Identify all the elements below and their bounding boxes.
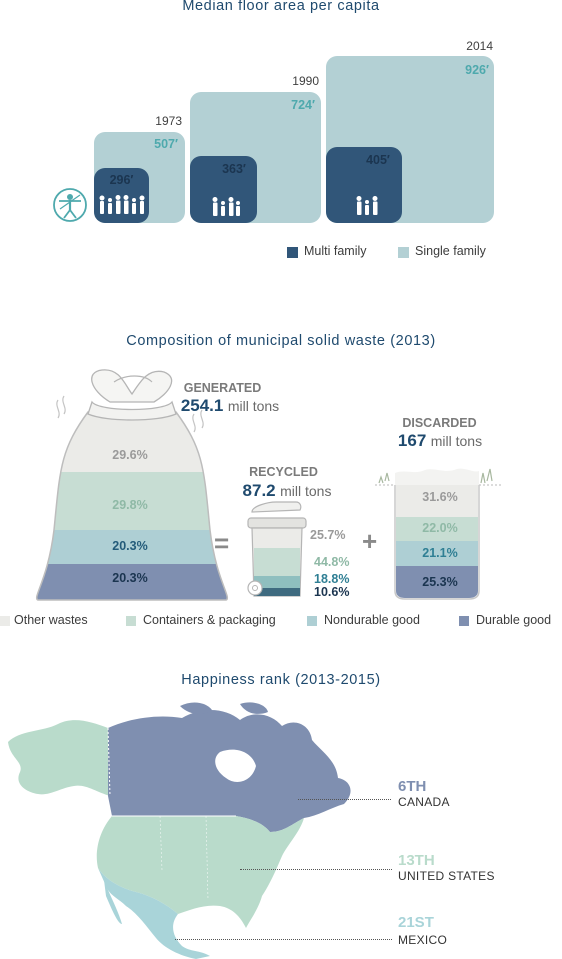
floor-area-title: Median floor area per capita — [182, 0, 380, 14]
equals-sign: = — [214, 528, 230, 558]
recycled-unit: mill tons — [280, 483, 332, 499]
waste-legend-label-durable: Durable good — [476, 613, 552, 627]
single-value-1973: 507′ — [154, 137, 178, 151]
generated-label: GENERATED — [183, 381, 262, 395]
multi-value-1990: 363′ — [222, 162, 246, 176]
rank-canada: 6TH — [398, 778, 427, 795]
plus-sign: + — [362, 526, 378, 556]
recycled-pct-nondurable: 18.8% — [314, 572, 350, 586]
family-icon-1990 — [212, 197, 240, 216]
discarded-total: 167 mill tons — [385, 431, 495, 451]
waste-title: Composition of municipal solid waste (20… — [126, 333, 436, 349]
waste-legend-swatch-other — [0, 616, 10, 626]
discarded-label: DISCARDED — [402, 416, 477, 430]
rank-mexico: 21ST — [398, 914, 434, 931]
year-label-1973: 1973 — [155, 114, 182, 128]
generated-pct-durable: 20.3% — [112, 571, 148, 585]
generated-value: 254.1 — [180, 396, 224, 415]
vitruvian-icon — [53, 188, 87, 222]
waste-legend-label-containers: Containers & packaging — [143, 613, 276, 627]
legend-swatch-single — [398, 247, 409, 258]
generated-pct-nondurable: 20.3% — [112, 539, 148, 553]
discarded-pct-durable: 25.3% — [422, 575, 458, 589]
mexico-region — [98, 868, 210, 959]
generated-unit: mill tons — [227, 398, 280, 414]
multi-value-2014: 405′ — [366, 153, 390, 167]
waste-legend-label-other: Other wastes — [14, 613, 88, 627]
year-label-1990: 1990 — [292, 74, 319, 88]
country-canada: CANADA — [398, 795, 450, 809]
waste-legend-swatch-nondurable — [307, 616, 317, 626]
recycled-pct-durable: 10.6% — [314, 585, 350, 599]
single-value-2014: 926′ — [465, 63, 489, 77]
recycling-bin-recycled — [247, 501, 307, 597]
recycled-total: 87.2 mill tons — [222, 481, 352, 501]
north-america-map — [8, 702, 351, 959]
generated-pct-other: 29.6% — [112, 448, 148, 462]
recycled-label: RECYCLED — [249, 465, 318, 479]
family-icon-2014 — [356, 196, 378, 215]
legend-label-multi: Multi family — [304, 244, 367, 258]
country-mexico: MEXICO — [398, 933, 448, 947]
landfill-pit-discarded — [375, 468, 501, 600]
generated-pct-containers: 29.8% — [112, 498, 148, 512]
happiness-title: Happiness rank (2013-2015) — [181, 672, 381, 688]
discarded-value: 167 — [397, 431, 427, 450]
waste-legend-swatch-containers — [126, 616, 136, 626]
leader-mexico — [175, 939, 392, 940]
us-region — [96, 816, 305, 928]
single-value-1990: 724′ — [291, 98, 315, 112]
discarded-pct-other: 31.6% — [422, 490, 458, 504]
garbage-bag-generated — [36, 369, 228, 601]
waste-legend-swatch-durable — [459, 616, 469, 626]
year-label-2014: 2014 — [466, 39, 493, 53]
generated-total: 254.1 mill tons — [165, 396, 295, 416]
discarded-unit: mill tons — [430, 433, 483, 449]
country-us: UNITED STATES — [398, 869, 495, 883]
family-icon-1973 — [99, 195, 145, 214]
rank-us: 13TH — [398, 852, 435, 869]
recycled-pct-other: 25.7% — [310, 528, 346, 542]
waste-legend-label-nondurable: Nondurable good — [324, 613, 420, 627]
legend-swatch-multi — [287, 247, 298, 258]
leader-canada — [298, 799, 391, 800]
multi-value-1973: 296′ — [109, 173, 134, 187]
recycled-pct-containers: 44.8% — [314, 555, 350, 569]
discarded-pct-nondurable: 21.1% — [422, 546, 458, 560]
recycled-value: 87.2 — [242, 481, 276, 500]
legend-label-single: Single family — [415, 244, 486, 258]
alaska-region — [8, 720, 110, 796]
discarded-pct-containers: 22.0% — [422, 521, 458, 535]
multi-family-square-2014 — [326, 147, 402, 223]
leader-us — [240, 869, 392, 870]
